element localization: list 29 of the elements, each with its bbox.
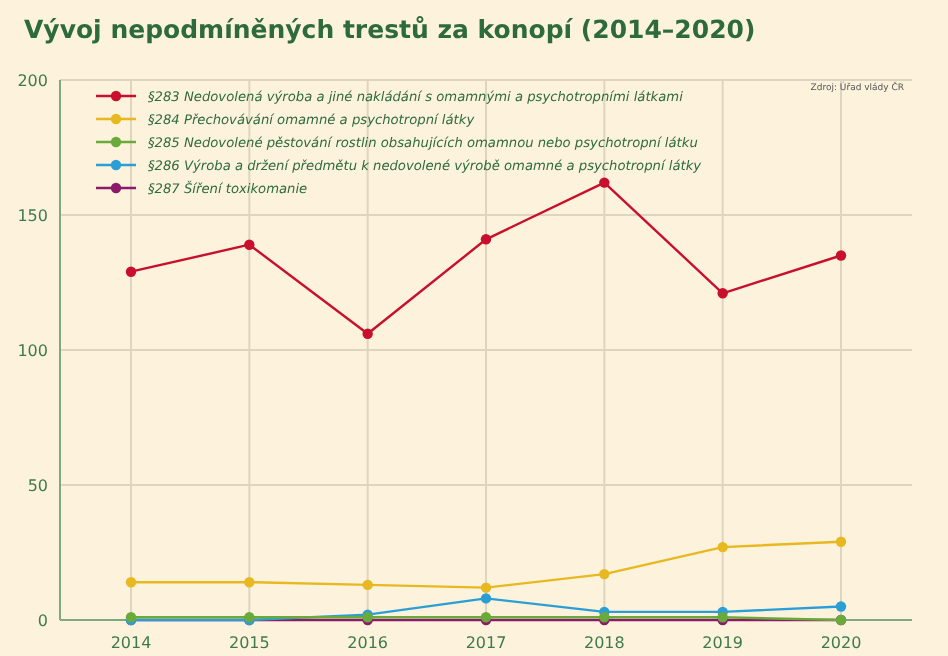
y-tick-label: 200 <box>17 71 48 90</box>
point <box>835 250 847 261</box>
point <box>835 601 847 612</box>
point <box>717 541 728 553</box>
chart-title: Vývoj nepodmíněných trestů za konopí (2014–2020) <box>24 14 756 44</box>
y-tick-label: 0 <box>37 611 48 630</box>
x-tick-label: 2015 <box>228 634 270 652</box>
x-tick-label: 2020 <box>820 634 862 652</box>
point <box>835 536 847 547</box>
y-tick-label: 100 <box>17 341 48 360</box>
point <box>480 593 492 604</box>
point <box>480 234 492 245</box>
point <box>599 568 610 580</box>
point <box>599 177 610 188</box>
point <box>362 328 373 339</box>
point <box>244 577 255 588</box>
point <box>125 577 137 588</box>
point <box>244 239 255 250</box>
x-tick-label: 2016 <box>347 634 389 652</box>
x-tick-label: 2017 <box>465 634 507 652</box>
y-tick-label: 50 <box>27 476 48 495</box>
y-tick-label: 150 <box>17 206 48 225</box>
point <box>480 582 492 593</box>
point <box>362 579 373 591</box>
point <box>717 288 728 299</box>
x-tick-label: 2014 <box>110 634 152 652</box>
point <box>125 266 137 277</box>
x-tick-label: 2019 <box>702 634 744 652</box>
x-tick-label: 2018 <box>583 634 625 652</box>
